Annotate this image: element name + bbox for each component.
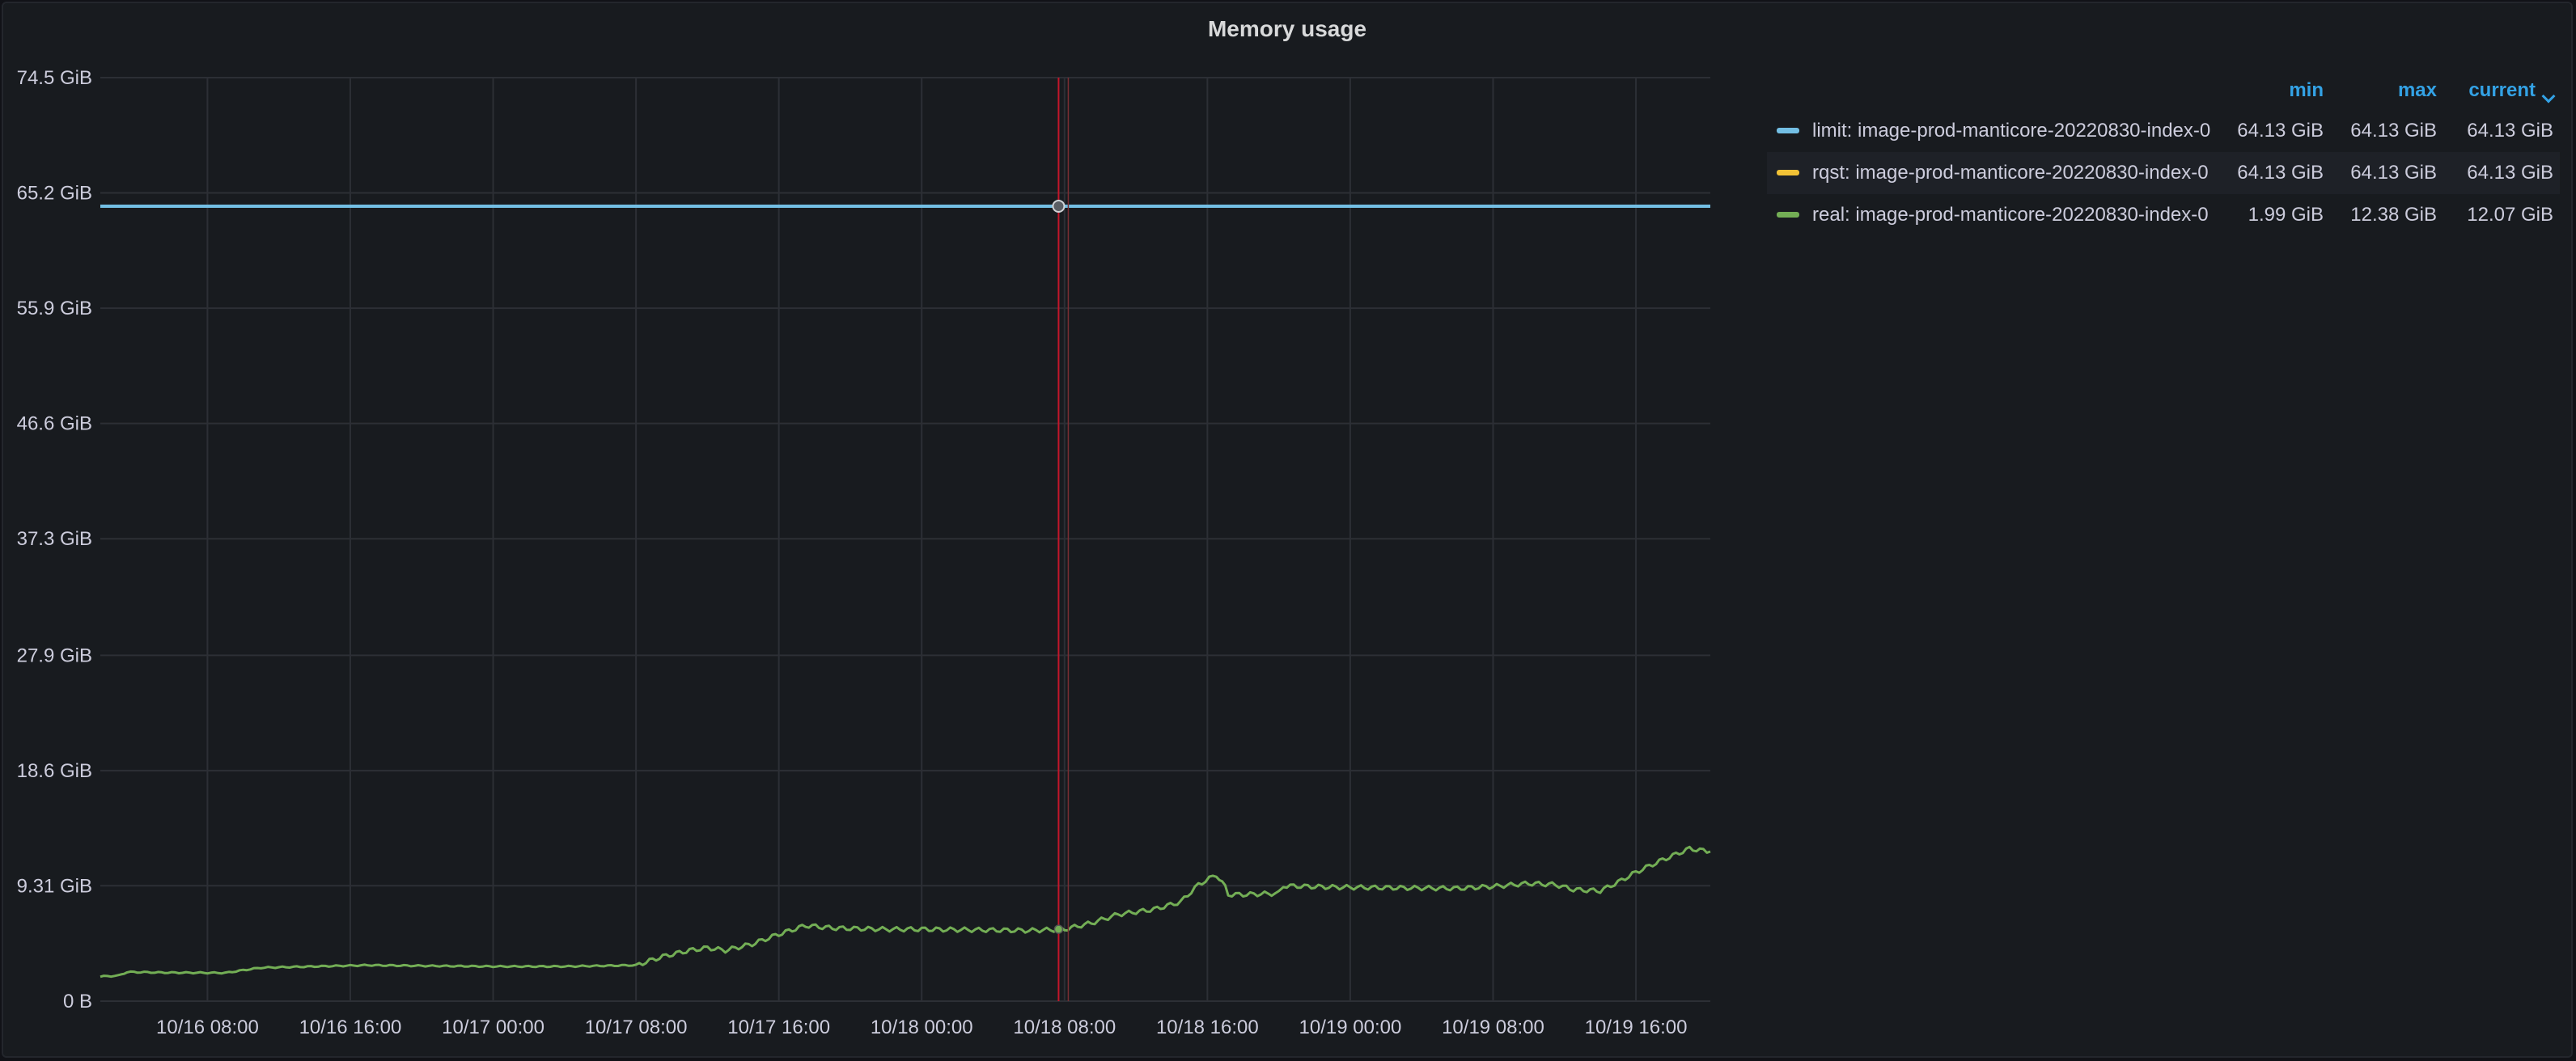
y-tick-label: 74.5 GiB [17,67,92,89]
legend-current-value: 12.07 GiB [2467,204,2553,226]
series-color-swatch[interactable] [1777,128,1799,133]
hover-point-limit [1052,199,1066,213]
legend-min-value: 64.13 GiB [2237,120,2324,142]
legend-header: min max current [1767,74,2560,110]
legend-series-name[interactable]: limit: image-prod-manticore-20220830-ind… [1812,120,2211,142]
y-tick-label: 27.9 GiB [17,645,92,666]
chart-overlay [1052,78,1070,1001]
y-tick-label: 65.2 GiB [17,183,92,205]
y-tick-label: 18.6 GiB [17,760,92,782]
y-tick-label: 0 B [63,991,92,1012]
x-tick-label: 10/16 16:00 [299,1017,402,1038]
chart-grid [100,77,1710,1002]
legend-min-value: 1.99 GiB [2248,204,2324,226]
legend-header-min[interactable]: min [2289,79,2324,101]
hover-point-real [1053,924,1064,934]
panel-title[interactable]: Memory usage [1207,16,1367,41]
y-tick-label: 9.31 GiB [17,875,92,897]
legend-min-value: 64.13 GiB [2237,162,2324,184]
legend-max-value: 64.13 GiB [2350,120,2437,142]
x-tick-label: 10/18 00:00 [871,1017,973,1038]
x-axis-ticks: 10/16 08:00 10/16 16:00 10/17 00:00 10/17 0… [156,1017,1687,1038]
legend-row-limit[interactable]: limit: image-prod-manticore-20220830-ind… [1767,110,2560,152]
legend-row-rqst[interactable]: rqst: image-prod-manticore-20220830-inde… [1767,152,2560,194]
legend-header-current-label: current [2468,79,2536,101]
x-tick-label: 10/17 00:00 [442,1017,544,1038]
x-tick-label: 10/18 16:00 [1156,1017,1259,1038]
x-tick-label: 10/17 08:00 [585,1017,688,1038]
y-tick-label: 46.6 GiB [17,413,92,435]
y-axis-ticks: 0 B 9.31 GiB 18.6 GiB 27.9 GiB 37.3 GiB 46.6 … [17,67,92,1012]
legend-table: min max current limit: image-prod-mantic… [1767,74,2560,236]
legend-series-name[interactable]: rqst: image-prod-manticore-20220830-inde… [1812,162,2209,184]
legend-current-value: 64.13 GiB [2467,162,2553,184]
x-tick-label: 10/17 16:00 [727,1017,830,1038]
x-tick-label: 10/19 16:00 [1585,1017,1688,1038]
legend-max-value: 64.13 GiB [2350,162,2437,184]
chevron-down-icon [2541,89,2556,104]
legend-header-max[interactable]: max [2397,79,2437,101]
memory-usage-chart[interactable]: 0 B 9.31 GiB 18.6 GiB 27.9 GiB 37.3 GiB 46.6 … [3,3,2574,1059]
legend-series-name[interactable]: real: image-prod-manticore-20220830-inde… [1812,204,2209,226]
x-tick-label: 10/19 08:00 [1442,1017,1544,1038]
legend-max-value: 12.38 GiB [2350,204,2437,226]
legend-current-value: 64.13 GiB [2467,120,2553,142]
y-tick-label: 55.9 GiB [17,298,92,319]
legend-header-current[interactable]: current [2438,79,2556,104]
x-tick-label: 10/19 00:00 [1299,1017,1402,1038]
y-tick-label: 37.3 GiB [17,528,92,550]
legend-row-real[interactable]: real: image-prod-manticore-20220830-inde… [1767,194,2560,236]
series-line-real [100,845,1711,979]
series-color-swatch[interactable] [1777,212,1799,218]
x-tick-label: 10/16 08:00 [156,1017,259,1038]
series-color-swatch[interactable] [1777,170,1799,175]
series-lines [100,205,1711,979]
x-tick-label: 10/18 08:00 [1013,1017,1116,1038]
